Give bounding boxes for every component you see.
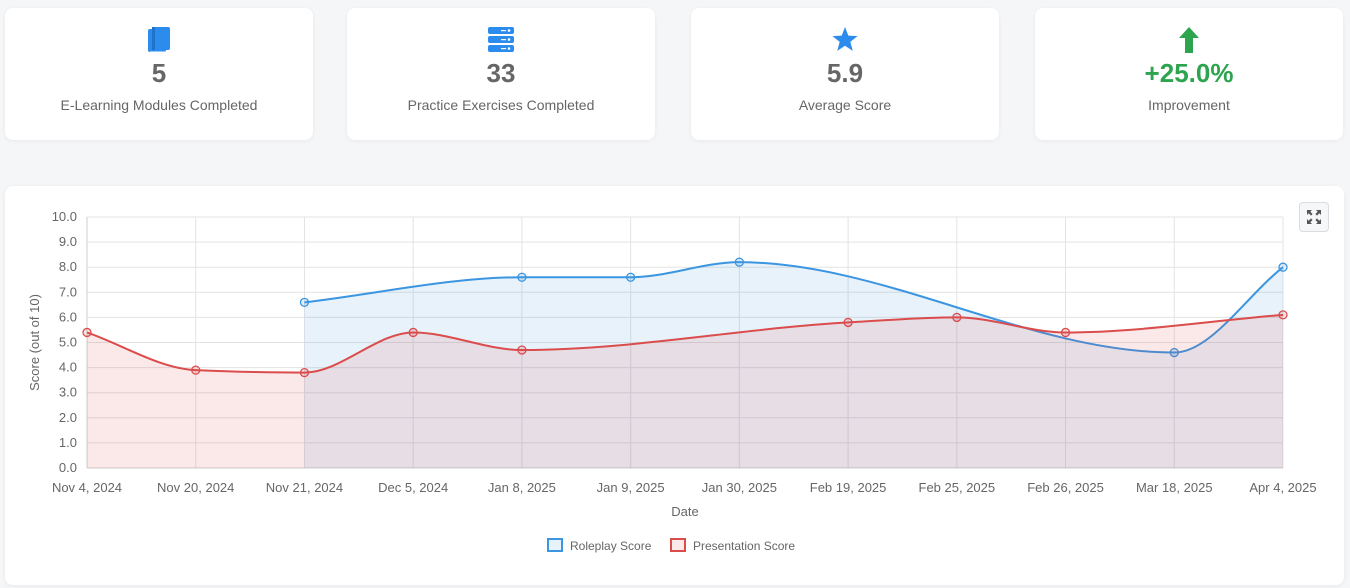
x-tick-label: Feb 19, 2025 xyxy=(810,480,887,495)
y-tick-label: 8.0 xyxy=(59,259,77,274)
star-icon xyxy=(831,26,859,54)
x-tick-label: Feb 26, 2025 xyxy=(1027,480,1104,495)
server-stack-icon xyxy=(487,26,515,54)
x-tick-label: Nov 4, 2024 xyxy=(52,480,122,495)
score-line-chart: 0.0 1.0 2.0 3.0 4.0 5.0 6.0 7.0 8.0 9.0 10.0 Nov 4,… xyxy=(27,209,1317,553)
legend-label: Roleplay Score xyxy=(570,539,652,553)
x-tick-label: Mar 18, 2025 xyxy=(1136,480,1213,495)
legend-label: Presentation Score xyxy=(693,539,795,553)
data-point xyxy=(408,327,418,338)
expand-icon xyxy=(1307,210,1321,224)
stat-label: Average Score xyxy=(798,97,892,113)
data-point xyxy=(843,317,853,328)
series-roleplay xyxy=(299,257,1288,468)
data-point xyxy=(299,297,310,307)
stat-value: 33 xyxy=(486,58,516,88)
data-point xyxy=(82,327,92,338)
stat-card-improvement: +25.0% Improvement xyxy=(1035,8,1343,140)
stat-value: +25.0% xyxy=(1144,58,1234,88)
data-point xyxy=(734,257,745,267)
stat-card-modules: 5 E-Learning Modules Completed xyxy=(5,8,313,140)
stat-card-exercises: 33 Practice Exercises Completed xyxy=(347,8,655,140)
data-point xyxy=(1169,347,1179,358)
chart-legend: Roleplay Score Presentation Score xyxy=(547,538,795,553)
y-tick-label: 10.0 xyxy=(52,209,77,224)
stat-card-average: 5.9 Average Score xyxy=(691,8,999,140)
arrow-up-icon xyxy=(1178,26,1200,54)
data-point xyxy=(1278,310,1288,320)
data-point xyxy=(1060,327,1071,338)
data-point xyxy=(517,345,527,355)
x-tick-label: Jan 30, 2025 xyxy=(702,480,777,495)
stat-label: E-Learning Modules Completed xyxy=(60,97,258,113)
data-point xyxy=(1278,262,1288,272)
x-tick-label: Jan 8, 2025 xyxy=(488,480,556,495)
y-tick-label: 9.0 xyxy=(59,234,77,249)
x-axis-title: Date xyxy=(671,504,698,519)
y-axis-title: Score (out of 10) xyxy=(27,294,42,391)
x-tick-label: Apr 4, 2025 xyxy=(1249,480,1316,495)
book-icon xyxy=(146,26,172,54)
y-tick-label: 5.0 xyxy=(59,335,77,350)
stat-label: Practice Exercises Completed xyxy=(407,97,595,113)
legend-swatch xyxy=(670,538,686,552)
expand-chart-button[interactable] xyxy=(1299,202,1329,232)
stat-value: 5 xyxy=(151,58,167,88)
x-tick-label: Nov 21, 2024 xyxy=(266,480,343,495)
data-point xyxy=(952,312,962,323)
y-tick-label: 1.0 xyxy=(59,435,77,450)
data-point xyxy=(517,272,527,282)
y-tick-label: 4.0 xyxy=(59,360,77,375)
series-line xyxy=(304,261,1284,354)
x-tick-label: Dec 5, 2024 xyxy=(378,480,448,495)
series-line xyxy=(86,313,1284,374)
stat-label: Improvement xyxy=(1148,97,1230,113)
stat-value: 5.9 xyxy=(826,58,864,88)
x-tick-label: Feb 25, 2025 xyxy=(919,480,996,495)
y-tick-label: 7.0 xyxy=(59,284,77,299)
x-tick-label: Nov 20, 2024 xyxy=(157,480,234,495)
y-tick-label: 6.0 xyxy=(59,309,77,324)
x-tick-label: Jan 9, 2025 xyxy=(597,480,665,495)
y-tick-label: 0.0 xyxy=(59,460,77,475)
series-area xyxy=(304,262,1283,468)
series-area xyxy=(87,314,1283,468)
legend-swatch xyxy=(547,538,563,552)
data-point xyxy=(191,365,201,375)
score-chart-card: 0.0 1.0 2.0 3.0 4.0 5.0 6.0 7.0 8.0 9.0 10.0 Nov 4,… xyxy=(5,186,1344,585)
series-presentation xyxy=(82,310,1288,468)
y-tick-label: 3.0 xyxy=(59,385,77,400)
chart-grid xyxy=(86,216,1284,469)
y-tick-label: 2.0 xyxy=(59,410,77,425)
data-point xyxy=(625,272,636,282)
data-point xyxy=(299,367,310,378)
